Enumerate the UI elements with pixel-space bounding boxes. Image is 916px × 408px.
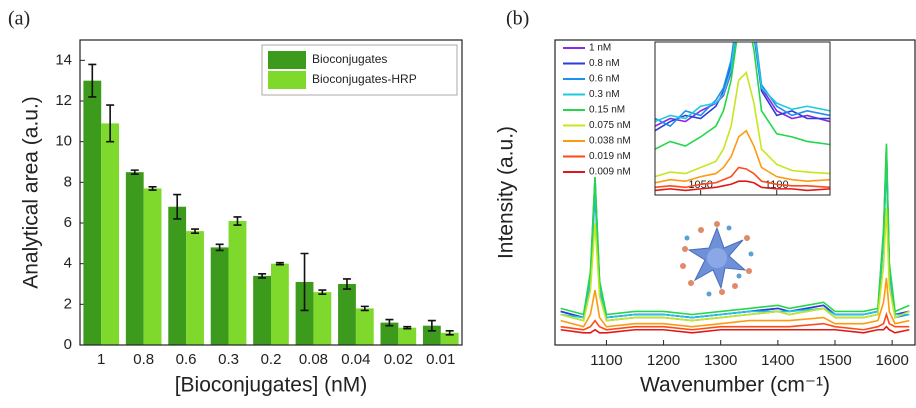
x-tick-label: 1600 [875, 352, 908, 369]
bar [271, 263, 289, 345]
legend-label: 0.3 nM [589, 89, 620, 100]
x-tick-label: 0.01 [426, 351, 455, 368]
y-tick-label: 6 [64, 214, 72, 231]
legend-label: 0.15 nM [589, 105, 625, 116]
bar [440, 332, 459, 345]
bar [338, 284, 356, 345]
bar [253, 275, 271, 345]
plot-area [655, 42, 830, 192]
panel-label: (b) [506, 8, 529, 30]
y-tick-label: 10 [55, 133, 72, 150]
bar [101, 123, 120, 345]
legend-label: Bioconjugates-HRP [312, 72, 417, 86]
error-bar [233, 216, 242, 226]
bar [398, 327, 417, 345]
spectrum-line [655, 42, 830, 150]
bar [228, 220, 247, 345]
legend-label: 0.019 nM [589, 151, 631, 162]
error-bar [173, 193, 182, 220]
x-tick-label: 0.08 [299, 351, 328, 368]
spectrum-line [560, 143, 910, 316]
axes-frame [554, 39, 916, 346]
bar [295, 281, 314, 345]
x-tick-label: 0.6 [176, 351, 197, 368]
bar [355, 308, 374, 345]
y-axis-title: Analytical area (a.u.) [20, 96, 43, 289]
error-bar [215, 243, 224, 252]
legend-label: Bioconjugates [312, 52, 387, 66]
x-tick-label: 1200 [647, 352, 680, 369]
legend-label: 0.075 nM [589, 120, 631, 131]
spectrum-line [655, 42, 830, 128]
x-tick-label: 1400 [761, 352, 794, 369]
y-axis-title: Intensity (a.u.) [495, 126, 518, 259]
error-bar [148, 186, 157, 191]
spectrum-line [655, 180, 830, 192]
legend-swatch [268, 51, 306, 69]
y-tick-label: 2 [64, 295, 72, 312]
error-bar [258, 273, 267, 279]
bar [143, 188, 162, 345]
bar [168, 206, 187, 345]
error-bar [300, 252, 309, 312]
bar [380, 322, 399, 345]
x-tick-label: 1 [97, 351, 105, 368]
error-bar [427, 319, 436, 332]
x-axis-title: Wavenumber (cm⁻¹) [640, 374, 830, 397]
legend-swatch [268, 71, 306, 89]
x-tick-label: 0.2 [261, 351, 282, 368]
bar [186, 231, 204, 345]
error-bar [403, 325, 412, 330]
legend-label: 0.6 nM [589, 74, 620, 85]
bar [313, 292, 332, 345]
bar [83, 80, 102, 346]
spectrum-line [560, 277, 910, 328]
y-tick-label: 4 [64, 255, 72, 272]
bar [422, 325, 441, 345]
nanoparticle-icon [680, 221, 754, 297]
spectrum-line [655, 42, 830, 127]
bar [125, 172, 144, 345]
spectrum-line [655, 71, 830, 178]
error-bar [385, 318, 394, 327]
spectrum-line [655, 129, 830, 184]
x-axis-title: [Bioconjugates] (nM) [175, 374, 368, 397]
legend-label: 0.8 nM [589, 58, 620, 69]
error-bar [275, 261, 284, 266]
spectrum-line [655, 42, 830, 123]
legend-label: 0.038 nM [589, 136, 631, 147]
x-tick-label: 0.8 [133, 351, 154, 368]
y-tick-label: 0 [64, 336, 72, 353]
spectrum-line [560, 311, 910, 331]
x-tick-label: 0.04 [341, 351, 370, 368]
error-bar [106, 104, 115, 143]
panel-label: (a) [8, 8, 30, 30]
bar [210, 247, 229, 345]
y-tick-label: 8 [64, 173, 72, 190]
legend-label: 0.009 nM [589, 167, 631, 178]
x-tick-label: 1100 [590, 352, 622, 369]
y-tick-label: 12 [55, 92, 72, 109]
y-tick-label: 14 [55, 51, 72, 68]
x-tick-label: 0.3 [218, 351, 239, 368]
spectrum-line [655, 166, 830, 189]
error-bar [130, 169, 139, 175]
x-tick-label: 0.02 [384, 351, 413, 368]
x-tick-label: 1500 [818, 352, 851, 369]
error-bar [191, 228, 200, 234]
legend-label: 1 nM [589, 43, 611, 54]
error-bar [88, 63, 97, 98]
error-bar [445, 329, 454, 336]
spectrum-line [560, 325, 910, 334]
x-tick-label: 1300 [704, 352, 737, 369]
plot-area [560, 143, 910, 334]
spectrum-line [560, 207, 910, 322]
error-bar [342, 278, 351, 290]
error-bar [318, 289, 327, 295]
axes-frame [79, 39, 463, 346]
error-bar [360, 305, 369, 312]
axes-frame [654, 41, 831, 196]
